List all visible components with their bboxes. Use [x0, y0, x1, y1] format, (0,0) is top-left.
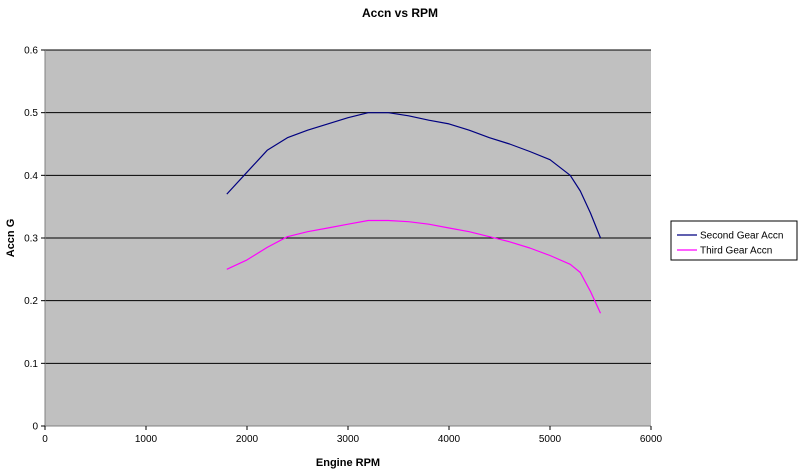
x-tick-label-2: 2000: [236, 434, 259, 445]
x-tick-label-4: 4000: [438, 434, 461, 445]
tick-labels: 0 0.1 0.2 0.3 0.4 0.5 0.6 0 1000 2000 3000 4000 5000…: [24, 46, 662, 446]
x-tick-label-3: 3000: [337, 434, 360, 445]
y-tick-label-0: 0: [32, 422, 38, 433]
y-tick-label-1: 0.1: [24, 359, 38, 370]
legend-label-0: Second Gear Accn: [700, 231, 783, 242]
grid-lines: [45, 49, 651, 364]
y-tick-label-6: 0.6: [24, 46, 38, 57]
x-tick-label-1: 1000: [135, 434, 158, 445]
y-tick-label-5: 0.5: [24, 108, 38, 119]
x-tick-label-6: 6000: [640, 434, 663, 445]
x-axis-label: Engine RPM: [316, 457, 380, 469]
series-lines: [226, 112, 602, 314]
x-tick-label-5: 5000: [539, 434, 562, 445]
legend-label-1: Third Gear Accn: [700, 246, 772, 257]
legend: Second Gear Accn Third Gear Accn: [670, 220, 798, 261]
y-tick-label-4: 0.4: [24, 171, 38, 182]
x-tick-label-0: 0: [42, 434, 48, 445]
series-line-0: [226, 112, 602, 239]
y-axis-label: Accn G: [5, 219, 17, 258]
chart-title: Accn vs RPM: [362, 6, 438, 20]
y-tick-label-3: 0.3: [24, 234, 38, 245]
series-line-1: [226, 219, 602, 314]
legend-box: [670, 220, 798, 261]
y-tick-label-2: 0.2: [24, 296, 38, 307]
